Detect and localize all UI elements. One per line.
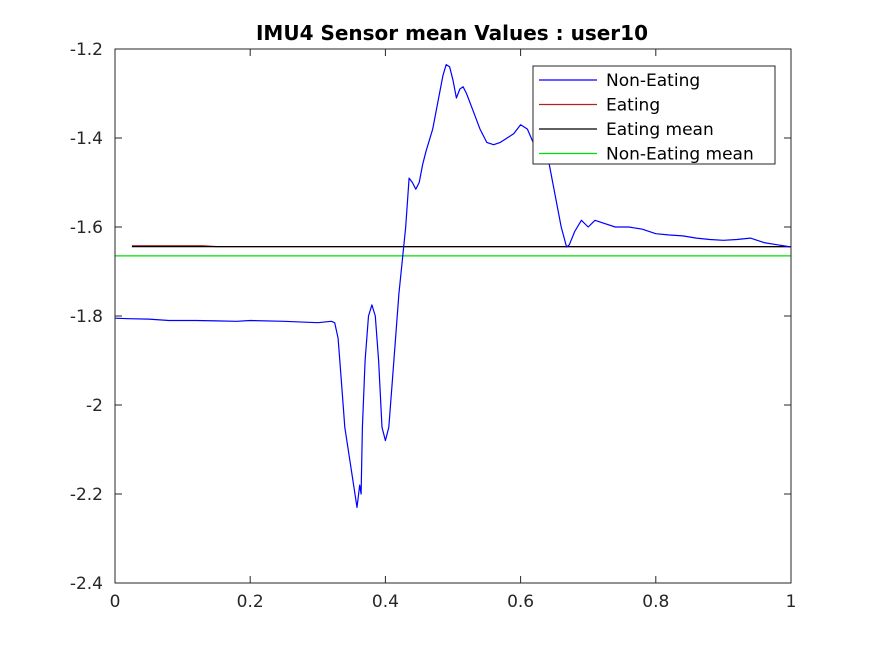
y-tick-label: -2.2 xyxy=(70,485,103,505)
legend-label-eating-mean: Eating mean xyxy=(606,120,714,140)
y-tick-labels: -2.4 -2.2 -2 -1.8 -1.6 -1.4 -1.2 xyxy=(70,40,103,594)
x-tick-label: 0.4 xyxy=(372,592,399,612)
y-tick-label: -1.4 xyxy=(70,129,103,149)
x-tick-label: 1 xyxy=(786,592,797,612)
x-tick-label: 0.2 xyxy=(237,592,264,612)
y-tick-label: -1.2 xyxy=(70,40,103,60)
legend-label-non-eating: Non-Eating xyxy=(606,71,700,91)
x-tick-label: 0.6 xyxy=(507,592,534,612)
x-tick-label: 0.8 xyxy=(642,592,669,612)
y-tick-label: -1.8 xyxy=(70,307,103,327)
y-tick-label: -2 xyxy=(86,396,103,416)
y-tick-label: -1.6 xyxy=(70,218,103,238)
legend-label-eating: Eating xyxy=(606,96,660,116)
x-tick-label: 0 xyxy=(110,592,121,612)
legend-label-non-eating-mean: Non-Eating mean xyxy=(606,145,754,165)
legend-items: Non-Eating Eating Eating mean Non-Eating me… xyxy=(539,71,754,165)
y-tick-label: -2.4 xyxy=(70,574,103,594)
series-layer xyxy=(114,63,792,508)
legend-box xyxy=(532,65,776,165)
series-line-non-eating xyxy=(114,63,792,508)
ticks-layer xyxy=(114,48,792,584)
x-tick-labels: 0 0.2 0.4 0.6 0.8 1 xyxy=(110,592,797,612)
chart-title: IMU4 Sensor mean Values : user10 xyxy=(256,21,648,45)
legend: Non-Eating Eating Eating mean Non-Eating me… xyxy=(532,65,776,165)
